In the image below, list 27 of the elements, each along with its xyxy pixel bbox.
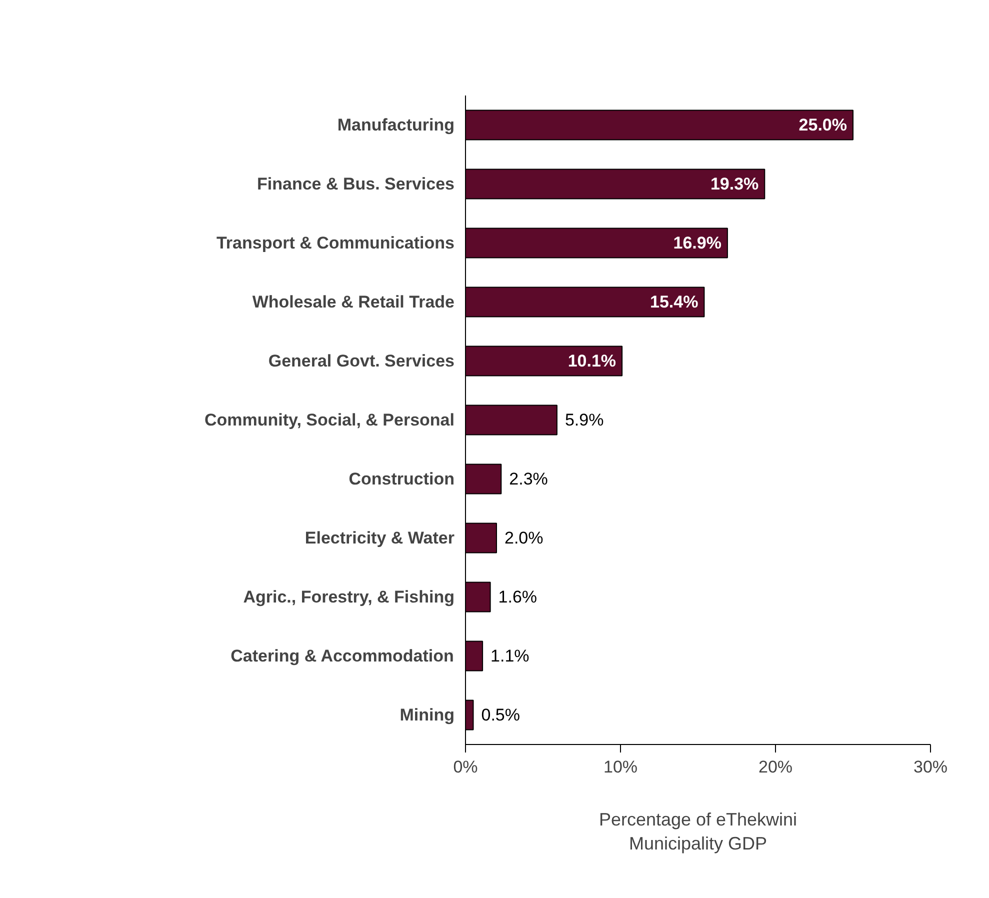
data-label: 1.6% <box>498 588 538 606</box>
y-tick-label: Mining <box>400 706 455 724</box>
data-label: 5.9% <box>564 410 604 430</box>
x-tick-label: 10% <box>603 758 638 776</box>
data-label: 1.1% <box>490 646 530 666</box>
y-tick-label: Manufacturing <box>337 116 454 134</box>
y-tick-label: Finance & Bus. Services <box>257 174 455 194</box>
x-tick-label: 0% <box>453 758 478 776</box>
y-tick-label: Wholesale & Retail Trade <box>252 292 455 312</box>
x-tick-label: 20% <box>758 758 793 776</box>
y-tick-label: Construction <box>348 470 455 488</box>
data-label: 2.0% <box>504 528 544 548</box>
data-label: 16.9% <box>673 234 722 252</box>
y-tick-label: Electricity & Water <box>304 528 455 548</box>
y-tick-label: Agric., Forestry, & Fishing <box>243 588 455 606</box>
x-tick-label: 30% <box>913 758 948 776</box>
data-label: 10.1% <box>568 352 616 370</box>
x-axis-title: Percentage of eThekwini Municipality GDP <box>598 810 798 854</box>
data-label: 0.5% <box>481 706 520 724</box>
y-tick-label: Transport & Communications <box>216 234 455 252</box>
y-tick-label: Catering & Accommodation <box>230 646 454 666</box>
data-label: 25.0% <box>798 116 847 134</box>
y-tick-label: General Govt. Services <box>268 352 455 370</box>
data-label: 2.3% <box>509 470 548 488</box>
y-tick-label: Community, Social, & Personal <box>204 410 455 430</box>
data-label: 15.4% <box>650 292 698 312</box>
data-label: 19.3% <box>710 174 759 194</box>
